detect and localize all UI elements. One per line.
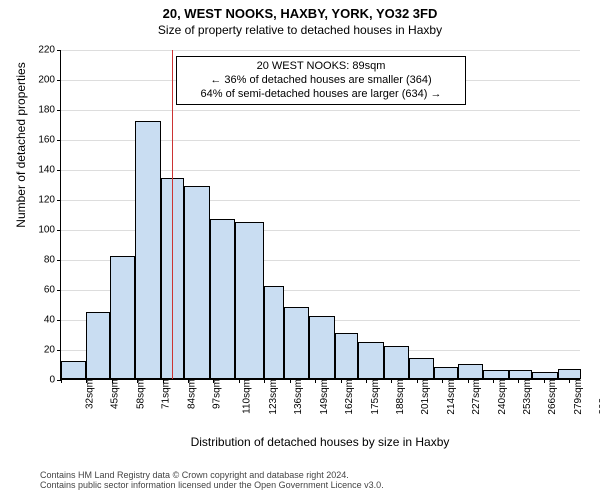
x-tick-label: 97sqm bbox=[210, 379, 223, 409]
gridline bbox=[61, 110, 580, 111]
annotation-line: ← 36% of detached houses are smaller (36… bbox=[183, 74, 459, 88]
x-tick-label: 188sqm bbox=[393, 379, 406, 415]
x-tick-label: 214sqm bbox=[444, 379, 457, 415]
annotation-box: 20 WEST NOOKS: 89sqm← 36% of detached ho… bbox=[176, 56, 466, 105]
histogram-bar bbox=[235, 222, 264, 380]
x-tick-label: 162sqm bbox=[342, 379, 355, 415]
x-axis-label: Distribution of detached houses by size … bbox=[60, 435, 580, 449]
y-axis-label: Number of detached properties bbox=[14, 0, 28, 310]
histogram-bar bbox=[483, 370, 508, 379]
chart-container: 20, WEST NOOKS, HAXBY, YORK, YO32 3FD Si… bbox=[0, 0, 600, 500]
histogram-bar bbox=[409, 358, 434, 379]
x-tick-label: 201sqm bbox=[418, 379, 431, 415]
x-tick-label: 175sqm bbox=[368, 379, 381, 415]
plot-area: 02040608010012014016018020022032sqm45sqm… bbox=[60, 50, 580, 380]
annotation-line: 64% of semi-detached houses are larger (… bbox=[183, 88, 459, 102]
x-tick-label: 292sqm bbox=[596, 379, 600, 415]
histogram-bar bbox=[509, 370, 532, 379]
x-tick-label: 253sqm bbox=[520, 379, 533, 415]
histogram-bar bbox=[384, 346, 409, 379]
histogram-bar bbox=[135, 121, 160, 379]
x-tick-label: 32sqm bbox=[83, 379, 96, 409]
histogram-bar bbox=[558, 369, 581, 380]
histogram-bar bbox=[86, 312, 109, 380]
x-tick-label: 84sqm bbox=[184, 379, 197, 409]
annotation-line: 20 WEST NOOKS: 89sqm bbox=[183, 60, 459, 74]
histogram-bar bbox=[309, 316, 334, 379]
x-tick-label: 279sqm bbox=[571, 379, 584, 415]
x-tick-label: 123sqm bbox=[266, 379, 279, 415]
histogram-bar bbox=[335, 333, 358, 380]
x-tick-label: 266sqm bbox=[546, 379, 559, 415]
x-tick-label: 149sqm bbox=[317, 379, 330, 415]
histogram-bar bbox=[532, 372, 557, 380]
histogram-bar bbox=[358, 342, 383, 380]
histogram-bar bbox=[210, 219, 235, 380]
x-tick-label: 227sqm bbox=[469, 379, 482, 415]
histogram-bar bbox=[61, 361, 86, 379]
x-tick-label: 240sqm bbox=[495, 379, 508, 415]
histogram-bar bbox=[434, 367, 457, 379]
credit-text: Contains HM Land Registry data © Crown c… bbox=[0, 470, 600, 490]
credit-line: Contains HM Land Registry data © Crown c… bbox=[40, 470, 600, 480]
credit-line: Contains public sector information licen… bbox=[40, 480, 600, 490]
histogram-bar bbox=[264, 286, 284, 379]
histogram-bar bbox=[110, 256, 135, 379]
x-tick-label: 71sqm bbox=[159, 379, 172, 409]
histogram-bar bbox=[184, 186, 209, 380]
x-tick-label: 110sqm bbox=[240, 379, 253, 414]
chart-title: 20, WEST NOOKS, HAXBY, YORK, YO32 3FD bbox=[0, 6, 600, 21]
x-tick-label: 58sqm bbox=[133, 379, 146, 409]
chart-subtitle: Size of property relative to detached ho… bbox=[0, 23, 600, 37]
reference-line bbox=[172, 50, 173, 379]
histogram-bar bbox=[458, 364, 483, 379]
gridline bbox=[61, 50, 580, 51]
x-tick-label: 45sqm bbox=[108, 379, 121, 409]
x-tick-label: 136sqm bbox=[291, 379, 304, 415]
histogram-bar bbox=[284, 307, 309, 379]
